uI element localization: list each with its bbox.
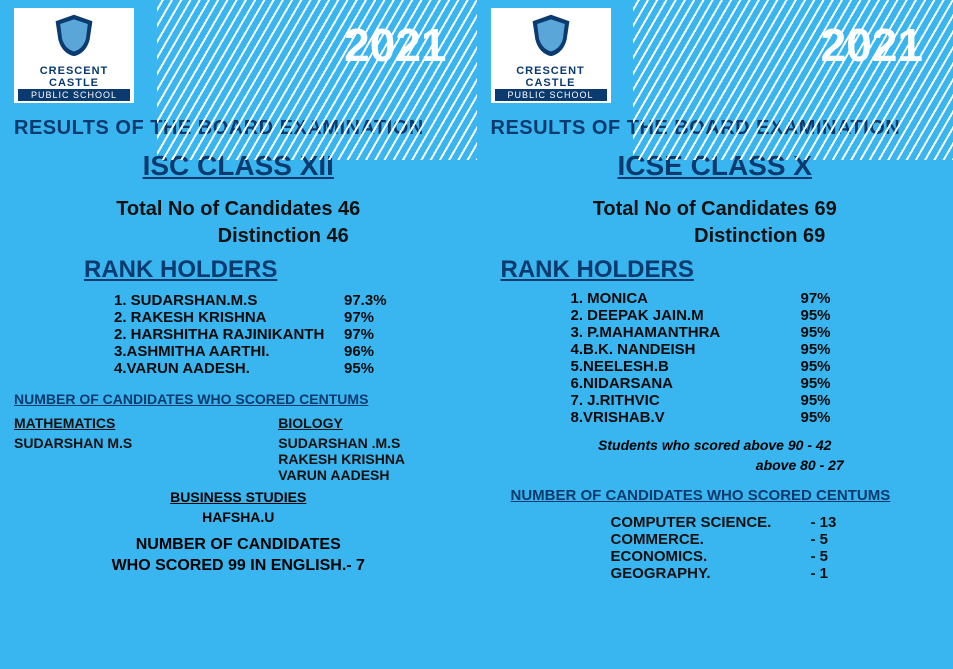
eng99-line2: WHO SCORED 99 IN ENGLISH.- 7 [14,556,463,577]
totals-block: Total No of Candidates 46 Distinction 46 [14,196,463,250]
logo-line2: PUBLIC SCHOOL [18,89,130,101]
shield-icon [51,12,97,58]
results-headline: RESULTS OF THE BOARD EXAMINATION [491,117,940,140]
centum-header: NUMBER OF CANDIDATES WHO SCORED CENTUMS [14,391,463,407]
rank-holders-header: RANK HOLDERS [501,256,940,284]
right-panel: CRESCENT CASTLE PUBLIC SCHOOL 2021 RESUL… [477,0,953,669]
totals-block: Total No of Candidates 69 Distinction 69 [491,196,940,250]
centum-row: GEOGRAPHY.- 1 [611,565,940,582]
centum-list-x: COMPUTER SCIENCE.- 13 COMMERCE.- 5 ECONO… [491,514,940,582]
math-title: MATHEMATICS [14,415,238,431]
rank-row: 7. J.RITHVIC95% [571,392,940,409]
eng99-line1: NUMBER OF CANDIDATES [14,535,463,556]
math-col: MATHEMATICS SUDARSHAN M.S [14,415,238,483]
distinction-count: Distinction 69 [491,223,940,250]
rank-list-x: 1. MONICA97% 2. DEEPAK JAIN.M95% 3. P.MA… [571,290,940,426]
total-candidates: Total No of Candidates 69 [593,198,837,220]
math-name: SUDARSHAN M.S [14,435,238,451]
above-90: Students who scored above 90 - 42 [491,436,940,456]
rank-row: 3. P.MAHAMANTHRA95% [571,324,940,341]
above-scores-block: Students who scored above 90 - 42 above … [491,436,940,475]
bio-title: BIOLOGY [238,415,462,431]
class-title-xii: ISC CLASS XII [14,150,463,182]
rank-row: 4.VARUN AADESH.95% [114,360,463,377]
bio-col: BIOLOGY SUDARSHAN .M.S RAKESH KRISHNA VA… [238,415,462,483]
bio-name: RAKESH KRISHNA [238,451,462,467]
centum-row: ECONOMICS.- 5 [611,548,940,565]
rank-row: 2. RAKESH KRISHNA97% [114,309,463,326]
distinction-count: Distinction 46 [14,223,463,250]
shield-icon [528,12,574,58]
logo-line1: CRESCENT CASTLE [495,65,607,89]
rank-row: 4.B.K. NANDEISH95% [571,341,940,358]
school-logo: CRESCENT CASTLE PUBLIC SCHOOL [491,8,611,103]
school-logo: CRESCENT CASTLE PUBLIC SCHOOL [14,8,134,103]
left-panel: CRESCENT CASTLE PUBLIC SCHOOL 2021 RESUL… [0,0,477,669]
rank-list-xii: 1. SUDARSHAN.M.S97.3% 2. RAKESH KRISHNA9… [114,292,463,377]
biz-title: BUSINESS STUDIES [14,489,463,505]
centum-header: NUMBER OF CANDIDATES WHO SCORED CENTUMS [491,487,940,504]
year-label: 2021 [344,18,446,72]
logo-line1: CRESCENT CASTLE [18,65,130,89]
rank-row: 6.NIDARSANA95% [571,375,940,392]
rank-row: 3.ASHMITHA AARTHI.96% [114,343,463,360]
rank-row: 2. HARSHITHA RAJINIKANTH97% [114,326,463,343]
logo-line2: PUBLIC SCHOOL [495,89,607,101]
rank-row: 2. DEEPAK JAIN.M95% [571,307,940,324]
rank-row: 1. SUDARSHAN.M.S97.3% [114,292,463,309]
above-80: above 80 - 27 [491,456,940,476]
results-headline: RESULTS OF THE BOARD EXAMINATION [14,117,463,140]
rank-row: 8.VRISHAB.V95% [571,409,940,426]
total-candidates: Total No of Candidates 46 [116,198,360,220]
rank-holders-header: RANK HOLDERS [84,256,463,284]
bio-name: VARUN AADESH [238,467,462,483]
class-title-x: ICSE CLASS X [491,150,940,182]
rank-row: 5.NEELESH.B95% [571,358,940,375]
bio-name: SUDARSHAN .M.S [238,435,462,451]
biz-name: HAFSHA.U [14,509,463,525]
english-99-block: NUMBER OF CANDIDATES WHO SCORED 99 IN EN… [14,535,463,577]
centum-row: COMMERCE.- 5 [611,531,940,548]
centum-subjects: MATHEMATICS SUDARSHAN M.S BIOLOGY SUDARS… [14,415,463,483]
year-label: 2021 [821,18,923,72]
business-studies: BUSINESS STUDIES HAFSHA.U [14,489,463,525]
rank-row: 1. MONICA97% [571,290,940,307]
centum-row: COMPUTER SCIENCE.- 13 [611,514,940,531]
